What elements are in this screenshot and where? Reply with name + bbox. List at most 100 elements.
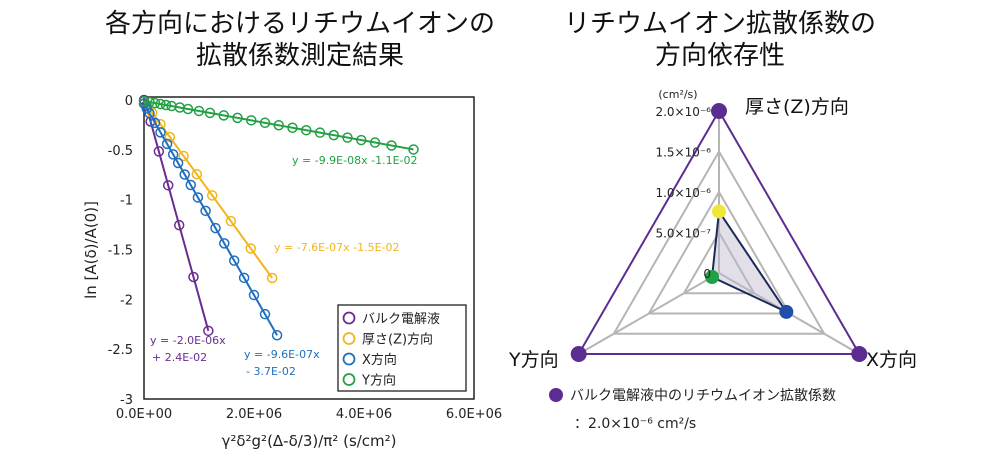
y-axis-label: ln [A(δ)/A(0)] bbox=[82, 201, 100, 299]
data-point bbox=[273, 120, 284, 131]
radar-tick-label: 1.0×10⁻⁶ bbox=[655, 186, 711, 200]
data-point bbox=[248, 289, 260, 301]
data-point bbox=[218, 110, 229, 121]
radar-axis bbox=[578, 272, 720, 355]
y-tick-label: -2.5 bbox=[108, 343, 133, 358]
fit-line-3 bbox=[143, 100, 414, 151]
data-point bbox=[259, 308, 271, 320]
bulk-point bbox=[851, 346, 868, 362]
data-point bbox=[328, 129, 339, 141]
data-point bbox=[179, 169, 190, 180]
data-point bbox=[301, 124, 312, 136]
axis-label-x: X方向 bbox=[866, 349, 917, 371]
data-point bbox=[246, 115, 257, 126]
legend-label: X方向 bbox=[362, 352, 397, 368]
fit-equation: + 2.4E-02 bbox=[152, 351, 207, 364]
title-line: 方向依存性 bbox=[654, 41, 785, 71]
data-point bbox=[779, 304, 794, 319]
radar-tick-label: 5.0×10⁻⁷ bbox=[655, 227, 711, 241]
y-tick-label: 0 bbox=[125, 94, 133, 109]
data-point bbox=[173, 219, 185, 231]
data-point bbox=[408, 144, 419, 155]
y-tick-label: -0.5 bbox=[108, 144, 133, 159]
radar-tick-label: 0 bbox=[703, 267, 711, 281]
legend-box bbox=[337, 304, 467, 392]
data-point bbox=[225, 215, 237, 227]
bulk-point bbox=[570, 346, 587, 362]
data-point bbox=[155, 127, 166, 138]
x-tick-label: 0.0E+00 bbox=[116, 407, 172, 422]
radar-tick-label: 1.5×10⁻⁶ bbox=[655, 146, 711, 160]
radar-grid bbox=[612, 149, 826, 335]
fit-equation: y = -9.9E-08x -1.1E-02 bbox=[292, 154, 418, 167]
legend-marker bbox=[549, 388, 563, 402]
data-point bbox=[144, 96, 155, 108]
x-tick-label: 2.0E+06 bbox=[226, 407, 282, 422]
fit-equation: y = -2.0E-06x bbox=[150, 334, 226, 347]
y-tick-label: -1.5 bbox=[108, 244, 133, 259]
y-tick-label: -2 bbox=[120, 293, 133, 308]
data-point bbox=[200, 205, 211, 217]
data-point bbox=[182, 103, 194, 115]
data-point bbox=[178, 150, 189, 162]
data-point bbox=[204, 107, 216, 119]
data-point bbox=[162, 180, 174, 191]
legend-marker bbox=[342, 332, 356, 345]
fit-equation: y = -9.6E-07x bbox=[244, 348, 320, 361]
left-chart-title: 各方向におけるリチウムイオンの 拡散係数測定結果 bbox=[60, 8, 540, 72]
data-point bbox=[287, 122, 298, 133]
fit-equation: - 3.7E-02 bbox=[246, 365, 296, 378]
data-point bbox=[149, 97, 161, 109]
axis-label-y: Y方向 bbox=[508, 349, 559, 371]
legend-label: 厚さ(Z)方向 bbox=[362, 332, 433, 348]
data-point bbox=[193, 105, 205, 117]
data-polygon bbox=[710, 208, 790, 315]
data-point bbox=[188, 271, 199, 283]
plot-frame bbox=[143, 96, 475, 400]
title-line: 各方向におけるリチウムイオンの bbox=[104, 9, 495, 39]
data-point bbox=[185, 179, 196, 191]
data-point bbox=[342, 132, 353, 143]
fit-line-0 bbox=[143, 97, 210, 332]
x-axis-label: γ²δ²g²(Δ-δ/3)/π² (s/cm²) bbox=[221, 432, 396, 450]
x-tick-label: 4.0E+06 bbox=[336, 407, 392, 422]
data-point bbox=[144, 108, 155, 119]
data-point bbox=[138, 95, 150, 107]
data-point bbox=[712, 204, 726, 219]
data-point bbox=[167, 149, 179, 160]
legend-marker bbox=[342, 311, 356, 325]
right-chart-title: リチウムイオン拡散係数の 方向依存性 bbox=[540, 8, 900, 72]
radar-grid bbox=[682, 230, 756, 295]
radar-tick-label: 2.0×10⁻⁶ bbox=[655, 105, 711, 119]
x-tick-label: 6.0E+06 bbox=[446, 407, 502, 422]
data-point bbox=[161, 138, 173, 150]
data-point bbox=[191, 168, 203, 180]
axis-label-z: 厚さ(Z)方向 bbox=[745, 96, 849, 118]
data-point bbox=[164, 131, 176, 143]
data-point bbox=[356, 134, 367, 146]
legend-marker bbox=[342, 373, 356, 386]
radar-grid bbox=[647, 190, 791, 315]
data-point bbox=[705, 270, 720, 285]
legend-label: バルク電解液中のリチウムイオン拡散係数 bbox=[570, 388, 836, 404]
data-point bbox=[314, 127, 326, 138]
y-tick-label: -3 bbox=[120, 393, 133, 408]
title-line: リチウムイオン拡散係数の bbox=[563, 9, 876, 39]
data-point bbox=[232, 112, 243, 124]
fit-equation: y = -7.6E-07x -1.5E-02 bbox=[274, 241, 400, 254]
data-point bbox=[203, 325, 214, 337]
data-point bbox=[266, 272, 278, 284]
title-line: 拡散係数測定結果 bbox=[195, 41, 404, 71]
bulk-point bbox=[711, 103, 727, 119]
fit-line-2 bbox=[143, 103, 278, 336]
legend-label: バルク電解液 bbox=[362, 312, 440, 327]
data-point bbox=[238, 272, 250, 284]
legend-label: Y方向 bbox=[361, 373, 396, 389]
data-point bbox=[172, 157, 184, 169]
data-point bbox=[259, 117, 271, 129]
data-point bbox=[219, 238, 230, 249]
legend-value: ：2.0×10⁻⁶ cm²/s bbox=[574, 416, 696, 432]
data-point bbox=[155, 98, 166, 110]
